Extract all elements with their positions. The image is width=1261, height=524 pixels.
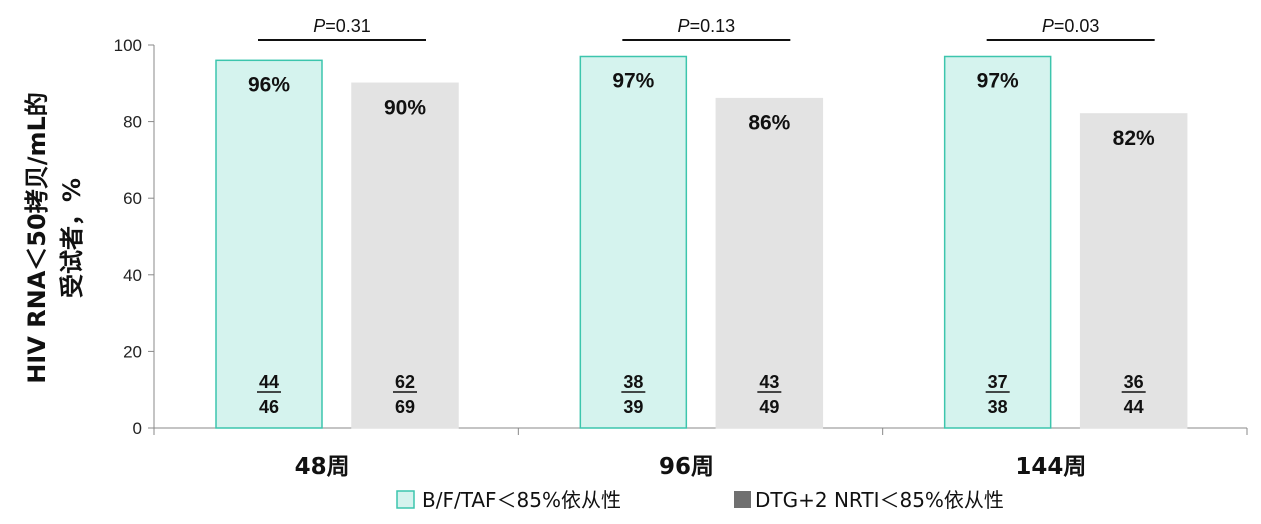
legend-label: DTG+2 NRTI＜85%依从性	[755, 488, 1004, 512]
p-value-label: P=0.13	[678, 16, 736, 36]
value-label: 96%	[248, 73, 290, 96]
bars	[215, 55, 1188, 429]
fraction-numerator: 44	[259, 372, 279, 392]
y-axis-label-line-1: HIV RNA＜50拷贝/mL的	[23, 92, 51, 384]
legend-swatch	[734, 491, 751, 508]
legend: B/F/TAF＜85%依从性 DTG+2 NRTI＜85%依从性	[396, 488, 1004, 512]
y-tick-label: 80	[123, 113, 142, 132]
x-tick-label: 144周	[1015, 454, 1086, 480]
bar	[943, 55, 1052, 429]
value-label: 97%	[612, 69, 654, 92]
fraction-denominator: 49	[759, 397, 779, 417]
p-value-annotations: P=0.31 P=0.13 P=0.03	[258, 16, 1155, 41]
fraction-denominator: 38	[988, 397, 1008, 417]
p-value-label: P=0.03	[1042, 16, 1100, 36]
value-label: 82%	[1113, 127, 1155, 150]
fraction-numerator: 38	[623, 372, 643, 392]
y-tick-label: 100	[114, 36, 142, 55]
bar	[715, 97, 824, 429]
p-value-label: P=0.31	[313, 16, 371, 36]
x-tick-label: 48周	[295, 454, 350, 480]
y-tick-label: 20	[123, 342, 142, 361]
y-tick-label: 60	[123, 189, 142, 208]
value-label: 90%	[384, 96, 426, 119]
y-axis: 0 20 40 60 80 100	[114, 36, 155, 438]
bar	[579, 55, 688, 429]
fraction-numerator: 43	[759, 372, 779, 392]
fraction-denominator: 46	[259, 397, 279, 417]
bar	[215, 59, 323, 429]
value-label: 97%	[977, 69, 1019, 92]
x-tick-label: 96周	[659, 454, 714, 480]
legend-label: B/F/TAF＜85%依从性	[422, 488, 621, 512]
fraction-denominator: 69	[395, 397, 415, 417]
data-labels: 96% 44 46 97% 38 39 97% 37 38 90% 62 69 86% 43 49 82% 36…	[248, 69, 1155, 417]
fraction-denominator: 39	[623, 397, 643, 417]
y-tick-label: 40	[123, 266, 142, 285]
bar	[351, 82, 459, 429]
y-axis-label: HIV RNA＜50拷贝/mL的 受试者，%	[23, 92, 86, 384]
fraction-denominator: 44	[1124, 397, 1144, 417]
fraction-numerator: 37	[988, 372, 1008, 392]
fraction-numerator: 62	[395, 372, 415, 392]
y-axis-label-line-2: 受试者，%	[58, 178, 86, 298]
y-tick-label: 0	[133, 419, 142, 438]
bar	[1079, 113, 1188, 429]
value-label: 86%	[748, 112, 790, 135]
fraction-numerator: 36	[1124, 372, 1144, 392]
legend-swatch	[396, 490, 415, 509]
x-axis: 48周 96周 144周	[153, 427, 1248, 480]
